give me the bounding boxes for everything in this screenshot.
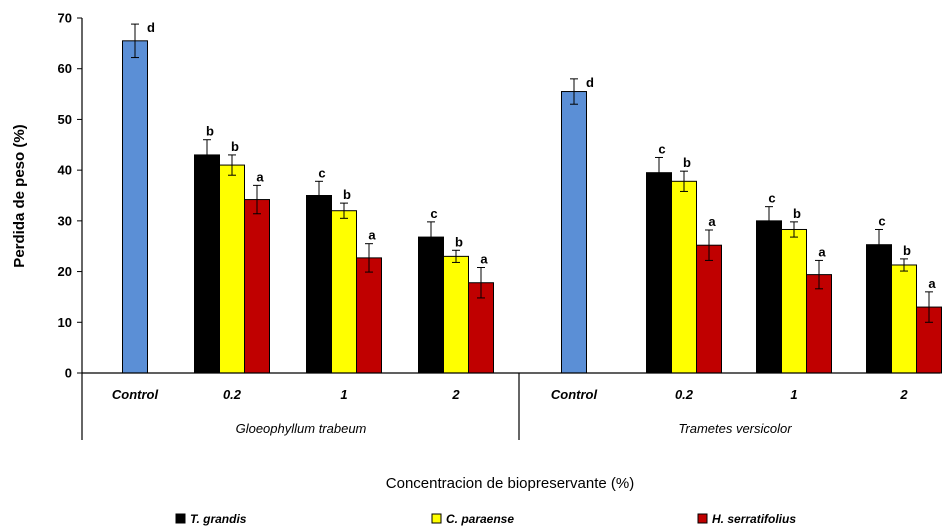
group-label: Trametes versicolor (678, 421, 792, 436)
bar (418, 236, 444, 374)
bar (781, 228, 807, 374)
bar (244, 199, 270, 374)
y-tick-label: 20 (58, 264, 72, 279)
significance-label: a (928, 276, 936, 291)
significance-label: d (147, 20, 155, 35)
significance-label: a (818, 244, 826, 259)
significance-label: d (586, 75, 594, 90)
significance-label: a (708, 214, 716, 229)
bar (194, 154, 220, 374)
bar (219, 164, 245, 374)
x-tick-label: 2 (451, 387, 460, 402)
bar (122, 40, 148, 374)
y-axis-label: Perdida de peso (%) (11, 124, 28, 267)
bar (671, 180, 697, 374)
bar (646, 172, 672, 374)
bar (806, 274, 832, 374)
significance-label: a (368, 228, 376, 243)
y-axis-ticks: 0 10 20 30 40 50 60 70 (58, 11, 82, 381)
significance-label: a (480, 252, 488, 267)
significance-label: c (658, 141, 665, 156)
bar (916, 306, 942, 374)
y-tick-label: 70 (58, 11, 72, 26)
y-tick-label: 50 (58, 112, 72, 127)
legend-swatch (175, 513, 186, 524)
bar (443, 255, 469, 374)
significance-label: b (231, 139, 239, 154)
bars-layer: d b b a c b a c b a d c b a c b a c b a (122, 20, 942, 374)
x-tick-label: Control (112, 387, 159, 402)
legend-label: T. grandis (190, 512, 247, 526)
x-tick-label: 0.2 (675, 387, 694, 402)
bar (356, 257, 382, 374)
legend-swatch (697, 513, 708, 524)
significance-label: c (768, 191, 775, 206)
legend-swatch (431, 513, 442, 524)
significance-label: b (903, 243, 911, 258)
significance-label: b (455, 234, 463, 249)
significance-label: c (878, 213, 885, 228)
bar (331, 210, 357, 374)
bar (891, 264, 917, 374)
x-tick-label: 1 (790, 387, 797, 402)
y-tick-label: 40 (58, 163, 72, 178)
significance-label: b (343, 187, 351, 202)
axes-layer (81, 18, 940, 440)
significance-label: b (793, 206, 801, 221)
significance-label: c (318, 165, 325, 180)
x-tick-label: 1 (340, 387, 347, 402)
group-label: Gloeophyllum trabeum (236, 421, 367, 436)
legend-label: C. paraense (446, 512, 514, 526)
bar (866, 244, 892, 374)
y-tick-label: 60 (58, 61, 72, 76)
bar (561, 91, 587, 374)
x-tick-label: Control (551, 387, 598, 402)
y-tick-label: 30 (58, 213, 72, 228)
x-tick-label: 2 (899, 387, 908, 402)
significance-label: b (683, 155, 691, 170)
legend: T. grandis C. paraense H. serratifolius (175, 512, 796, 526)
bar (306, 195, 332, 374)
y-tick-label: 10 (58, 315, 72, 330)
bar (696, 244, 722, 374)
legend-label: H. serratifolius (712, 512, 796, 526)
x-tick-label: 0.2 (223, 387, 242, 402)
significance-label: c (430, 206, 437, 221)
y-tick-label: 0 (65, 366, 72, 381)
significance-label: b (206, 124, 214, 139)
bar (756, 220, 782, 374)
significance-label: a (256, 169, 264, 184)
x-axis-label: Concentracion de biopreservante (%) (386, 475, 634, 492)
category-labels: Control 0.2 1 2 Gloeophyllum trabeum Control 0… (112, 387, 908, 436)
